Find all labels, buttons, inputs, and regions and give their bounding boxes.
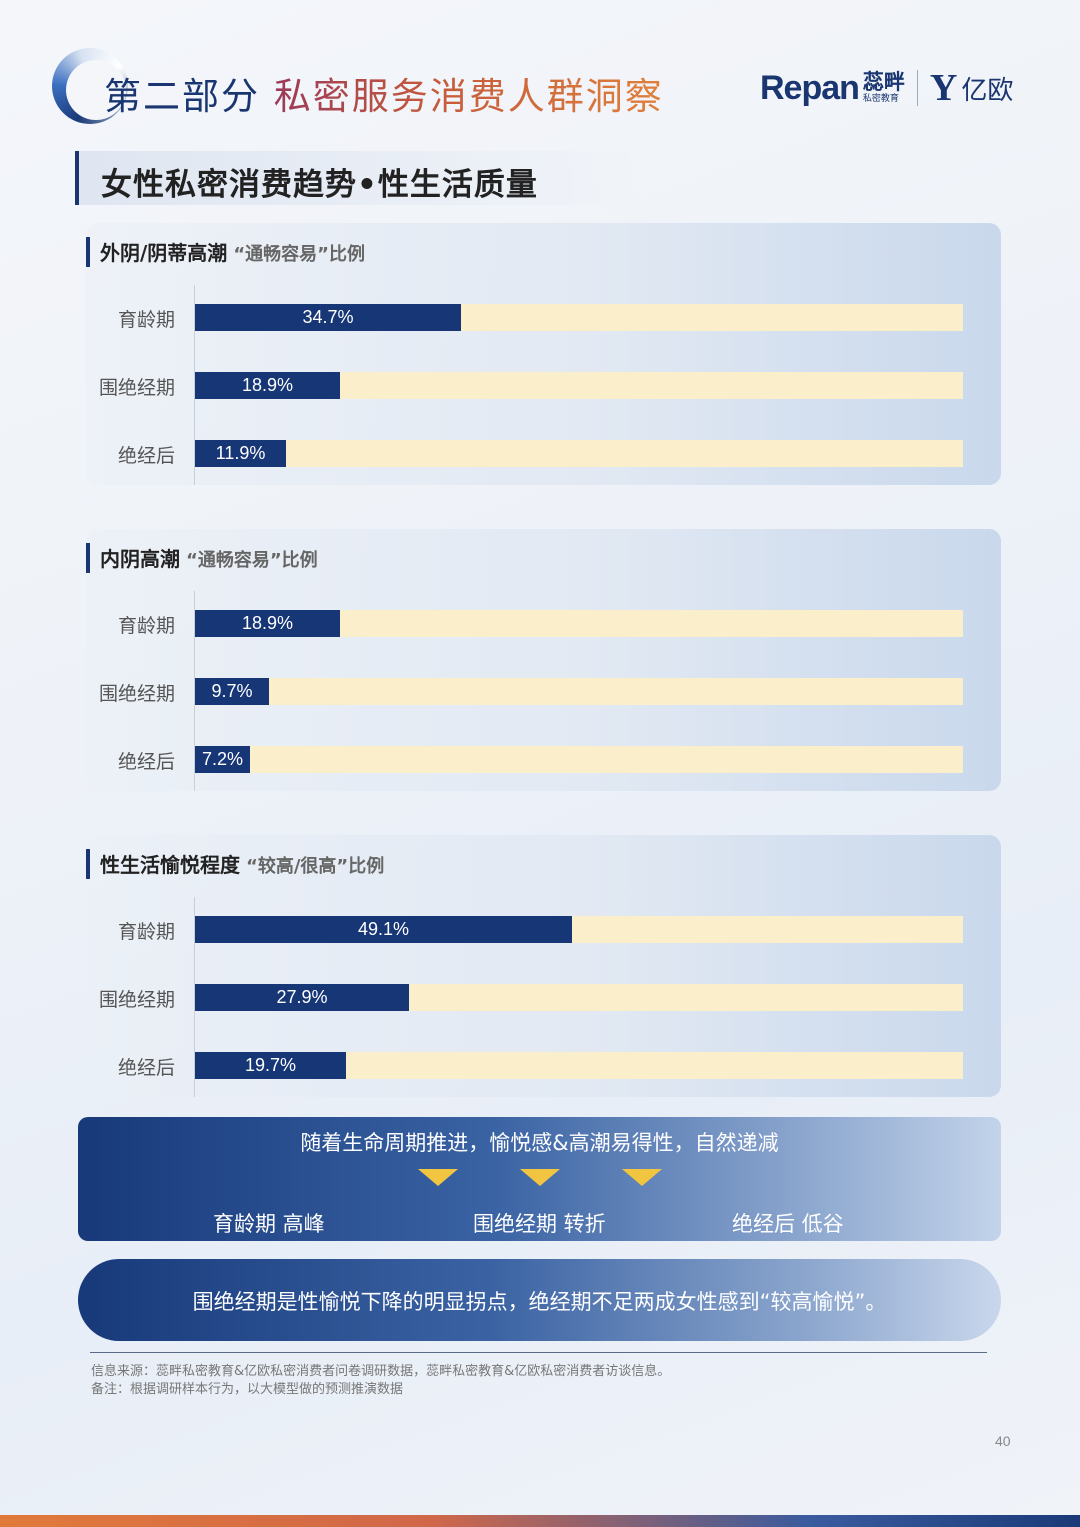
down-arrow-icon	[418, 1169, 458, 1186]
bar-track: 27.9%	[195, 984, 963, 1011]
repan-cn-name: 蕊畔	[862, 70, 905, 94]
bar-row: 围绝经期 27.9%	[86, 984, 1001, 1011]
category-label: 育龄期	[117, 615, 175, 637]
category-label: 绝经后	[117, 751, 175, 773]
source-note: 信息来源：蕊畔私密教育&亿欧私密消费者问卷调研数据，蕊畔私密教育&亿欧私密消费者…	[91, 1364, 671, 1379]
bar-row: 围绝经期 18.9%	[86, 372, 1001, 399]
bar-track: 7.2%	[195, 746, 963, 773]
section-heading: 女性私密消费趋势•性生活质量	[75, 151, 639, 205]
summary-box: 随着生命周期推进，愉悦感&高潮易得性，自然递减 育龄期 高峰 围绝经期 转折 绝…	[78, 1117, 1001, 1241]
yiou-y-mark-icon: Y	[929, 67, 958, 109]
stage-label-peak: 育龄期 高峰	[213, 1212, 325, 1236]
bar-track: 9.7%	[195, 678, 963, 705]
bar: 7.2%	[195, 746, 250, 773]
yiou-logo: Y 亿欧	[930, 66, 1013, 110]
chart-title-sub: “较高/很高”比例	[246, 856, 385, 877]
summary-headline: 随着生命周期推进，愉悦感&高潮易得性，自然递减	[300, 1131, 779, 1155]
chart-title-main: 外阴/阴蒂高潮	[100, 241, 228, 265]
bar-value-label: 11.9%	[215, 443, 266, 463]
chart-axis-line	[194, 897, 195, 1097]
category-label: 绝经后	[117, 1057, 175, 1079]
brand-logos: Repan 蕊畔 私密教育 Y 亿欧	[760, 66, 1013, 110]
bar: 9.7%	[195, 678, 269, 705]
bar-track: 34.7%	[195, 304, 963, 331]
yiou-name: 亿欧	[961, 75, 1014, 106]
section-title: 女性私密消费趋势•性生活质量	[101, 167, 538, 203]
chart-axis-line	[194, 591, 195, 791]
repan-cn-sub: 私密教育	[862, 94, 899, 104]
repan-logo: Repan	[760, 68, 860, 107]
page-title-part: 第二部分	[104, 75, 260, 118]
bar-value-label: 19.7%	[244, 1055, 297, 1075]
bar: 11.9%	[195, 440, 286, 467]
chart-axis-line	[194, 285, 195, 485]
bar: 18.9%	[195, 610, 340, 637]
down-arrow-icon	[622, 1169, 662, 1186]
bar-value-label: 18.9%	[241, 375, 294, 395]
bar-row: 绝经后 11.9%	[86, 440, 1001, 467]
bar-value-label: 9.7%	[211, 681, 253, 701]
header-logo-ring	[52, 48, 128, 124]
bar: 19.7%	[195, 1052, 346, 1079]
category-label: 育龄期	[117, 309, 175, 331]
down-arrow-icon	[520, 1169, 560, 1186]
page-number: 40	[995, 1433, 1011, 1449]
remark-note: 备注：根据调研样本行为，以大模型做的预测推演数据	[91, 1382, 404, 1397]
chart-title-sub: “通畅容易”比例	[186, 550, 318, 571]
bar-row: 育龄期 49.1%	[86, 916, 1001, 943]
bar-track: 11.9%	[195, 440, 963, 467]
chart-title-main: 内阴高潮	[100, 547, 180, 571]
chart-panel-external-orgasm: 外阴/阴蒂高潮 “通畅容易”比例 育龄期 34.7% 围绝经期 18.9% 绝经后 11.9…	[86, 223, 1001, 485]
bar-value-label: 49.1%	[357, 919, 410, 939]
bar-track: 18.9%	[195, 610, 963, 637]
page-title-topic: 私密服务消费人群洞察	[273, 75, 664, 118]
bar-row: 绝经后 7.2%	[86, 746, 1001, 773]
bar-value-label: 18.9%	[241, 613, 294, 633]
chart-title: 内阴高潮 “通畅容易”比例	[86, 543, 318, 573]
bar-track: 19.7%	[195, 1052, 963, 1079]
stage-label-low: 绝经后 低谷	[732, 1212, 844, 1236]
conclusion-text: 围绝经期是性愉悦下降的明显拐点，绝经期不足两成女性感到“较高愉悦”。	[192, 1290, 887, 1314]
chart-title-main: 性生活愉悦程度	[100, 853, 240, 877]
conclusion-banner: 围绝经期是性愉悦下降的明显拐点，绝经期不足两成女性感到“较高愉悦”。	[78, 1259, 1001, 1341]
category-label: 绝经后	[117, 445, 175, 467]
brand-divider	[916, 70, 918, 106]
bar-row: 围绝经期 9.7%	[86, 678, 1001, 705]
category-label: 围绝经期	[98, 989, 175, 1011]
bar-row: 育龄期 34.7%	[86, 304, 1001, 331]
bar: 27.9%	[195, 984, 409, 1011]
repan-cn-logo: 蕊畔 私密教育	[863, 71, 905, 105]
bar-row: 绝经后 19.7%	[86, 1052, 1001, 1079]
chart-title-sub: “通畅容易”比例	[233, 244, 365, 265]
category-label: 围绝经期	[98, 683, 175, 705]
stage-label-turn: 围绝经期 转折	[473, 1212, 606, 1236]
chart-title: 性生活愉悦程度 “较高/很高”比例	[86, 849, 384, 879]
bar-value-label: 34.7%	[302, 307, 354, 327]
page-title: 第二部分 私密服务消费人群洞察	[104, 66, 664, 120]
bottom-color-strip	[0, 1515, 1080, 1527]
bar-track: 18.9%	[195, 372, 963, 399]
bar-track: 49.1%	[195, 916, 963, 943]
bar-row: 育龄期 18.9%	[86, 610, 1001, 637]
bar-value-label: 7.2%	[201, 749, 244, 769]
chart-title: 外阴/阴蒂高潮 “通畅容易”比例	[86, 237, 365, 267]
bar: 49.1%	[195, 916, 572, 943]
chart-panel-pleasure-level: 性生活愉悦程度 “较高/很高”比例 育龄期 49.1% 围绝经期 27.9% 绝经后 19.…	[86, 835, 1001, 1097]
bar: 18.9%	[195, 372, 340, 399]
chart-panel-internal-orgasm: 内阴高潮 “通畅容易”比例 育龄期 18.9% 围绝经期 9.7% 绝经后 7.2%	[86, 529, 1001, 791]
category-label: 围绝经期	[98, 377, 175, 399]
category-label: 育龄期	[117, 921, 175, 943]
footer-divider	[90, 1352, 987, 1353]
bar-value-label: 27.9%	[276, 987, 328, 1007]
bar: 34.7%	[195, 304, 461, 331]
